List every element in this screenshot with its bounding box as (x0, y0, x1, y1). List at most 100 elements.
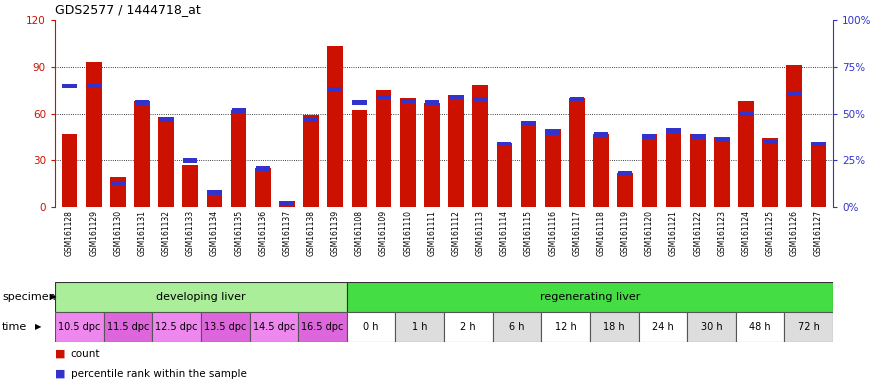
Bar (570, 97, 584, 101)
Bar (327, 46, 343, 207)
Bar (86, 62, 102, 207)
Text: 18 h: 18 h (604, 322, 625, 332)
Bar (110, 177, 126, 207)
Bar (473, 86, 488, 207)
Bar (280, 201, 294, 206)
Bar (473, 97, 487, 101)
Bar (787, 65, 802, 207)
Bar (375, 90, 391, 207)
Bar (396, 312, 444, 342)
Text: 48 h: 48 h (749, 322, 771, 332)
Bar (738, 101, 754, 207)
Bar (444, 312, 493, 342)
Text: 72 h: 72 h (798, 322, 820, 332)
Text: developing liver: developing liver (156, 292, 246, 302)
Text: 2 h: 2 h (460, 322, 476, 332)
Bar (231, 110, 247, 207)
Bar (449, 95, 463, 99)
Bar (103, 312, 152, 342)
Bar (496, 143, 512, 207)
Bar (714, 137, 730, 207)
Bar (255, 168, 270, 207)
Bar (690, 134, 705, 207)
Bar (55, 282, 346, 312)
Bar (158, 117, 174, 207)
Bar (62, 84, 77, 88)
Text: 24 h: 24 h (652, 322, 674, 332)
Bar (346, 312, 396, 342)
Bar (159, 117, 173, 122)
Bar (304, 117, 318, 122)
Bar (135, 100, 149, 105)
Bar (232, 108, 246, 113)
Bar (667, 129, 681, 133)
Bar (641, 134, 657, 207)
Text: percentile rank within the sample: percentile rank within the sample (71, 369, 247, 379)
Bar (298, 312, 346, 342)
Bar (352, 110, 367, 207)
Bar (134, 101, 150, 207)
Text: 12.5 dpc: 12.5 dpc (156, 322, 198, 332)
Bar (207, 190, 221, 195)
Text: ■: ■ (55, 349, 66, 359)
Bar (61, 134, 77, 207)
Text: 11.5 dpc: 11.5 dpc (107, 322, 149, 332)
Bar (425, 100, 439, 105)
Bar (497, 142, 512, 146)
Text: time: time (2, 322, 27, 332)
Text: 16.5 dpc: 16.5 dpc (301, 322, 344, 332)
Bar (666, 129, 682, 207)
Text: 14.5 dpc: 14.5 dpc (253, 322, 295, 332)
Text: 0 h: 0 h (363, 322, 379, 332)
Bar (279, 201, 295, 207)
Text: ▶: ▶ (35, 323, 42, 331)
Bar (111, 181, 125, 185)
Bar (788, 91, 802, 96)
Bar (687, 312, 736, 342)
Bar (424, 103, 440, 207)
Bar (642, 134, 656, 139)
Bar (328, 87, 342, 92)
Bar (545, 129, 561, 207)
Text: specimen: specimen (2, 292, 56, 302)
Bar (593, 134, 609, 207)
Bar (690, 134, 704, 139)
Bar (255, 166, 270, 170)
Text: 6 h: 6 h (509, 322, 525, 332)
Bar (639, 312, 687, 342)
Bar (493, 312, 542, 342)
Bar (448, 95, 464, 207)
Bar (400, 98, 416, 207)
Bar (739, 112, 753, 116)
Bar (618, 173, 634, 207)
Bar (784, 312, 833, 342)
Bar (590, 312, 639, 342)
Text: ▶: ▶ (50, 293, 57, 301)
Bar (183, 158, 198, 163)
Bar (304, 115, 319, 207)
Bar (569, 98, 584, 207)
Bar (594, 132, 608, 137)
Bar (376, 95, 390, 99)
Bar (542, 312, 590, 342)
Bar (346, 282, 833, 312)
Text: regenerating liver: regenerating liver (540, 292, 640, 302)
Text: ■: ■ (55, 369, 66, 379)
Bar (521, 121, 536, 207)
Bar (618, 172, 633, 176)
Bar (763, 140, 777, 144)
Text: count: count (71, 349, 101, 359)
Text: 13.5 dpc: 13.5 dpc (204, 322, 247, 332)
Text: GDS2577 / 1444718_at: GDS2577 / 1444718_at (55, 3, 200, 16)
Bar (401, 99, 415, 103)
Bar (201, 312, 249, 342)
Bar (353, 100, 367, 105)
Bar (762, 139, 778, 207)
Bar (522, 121, 536, 126)
Bar (811, 142, 826, 146)
Bar (249, 312, 298, 342)
Bar (810, 142, 826, 207)
Text: 12 h: 12 h (555, 322, 577, 332)
Bar (183, 165, 198, 207)
Text: 10.5 dpc: 10.5 dpc (58, 322, 101, 332)
